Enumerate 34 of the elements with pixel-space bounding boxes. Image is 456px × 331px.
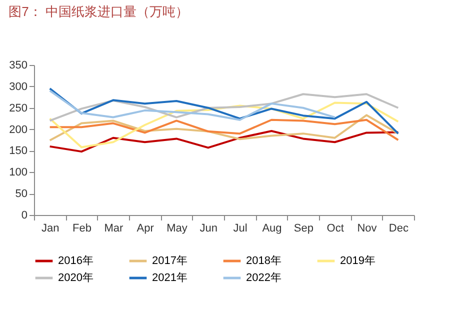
line-series <box>48 93 400 122</box>
legend-label: 2022年 <box>246 272 282 284</box>
x-tick-label: Mar <box>104 222 124 234</box>
y-tick-label: 200 <box>9 124 28 136</box>
line-series <box>48 102 400 148</box>
x-tick-label: May <box>166 222 188 234</box>
chart-title: 图7： 中国纸浆进口量（万吨） <box>8 4 188 19</box>
legend-label: 2019年 <box>340 255 376 267</box>
x-tick-label: Dec <box>388 222 409 234</box>
legend-label: 2020年 <box>58 272 94 284</box>
y-tick-label: 150 <box>9 145 28 158</box>
y-tick-label: 0 <box>21 210 28 222</box>
y-tick-label: 50 <box>15 188 28 200</box>
line-series <box>48 118 400 141</box>
legend-label: 2021年 <box>152 272 188 284</box>
x-tick-label: Nov <box>357 222 378 234</box>
x-tick-label: Sep <box>294 222 314 234</box>
legend-label: 2018年 <box>246 255 282 267</box>
x-tick-label: Feb <box>72 222 92 234</box>
legend-label: 2017年 <box>152 255 188 267</box>
line-series <box>48 88 400 135</box>
x-tick-label: Oct <box>326 222 344 234</box>
x-tick-label: Apr <box>136 222 154 234</box>
y-tick-label: 250 <box>9 102 28 114</box>
x-tick-label: Jul <box>233 222 248 234</box>
y-tick-label: 300 <box>9 80 28 93</box>
x-tick-label: Jan <box>41 222 60 234</box>
line-series <box>48 114 400 142</box>
x-tick-label: Aug <box>262 222 282 234</box>
x-tick-label: Jun <box>200 222 218 234</box>
line-series <box>48 90 336 121</box>
legend-label: 2016年 <box>58 255 94 267</box>
y-tick-label: 100 <box>9 166 28 179</box>
y-tick-label: 350 <box>9 60 28 72</box>
